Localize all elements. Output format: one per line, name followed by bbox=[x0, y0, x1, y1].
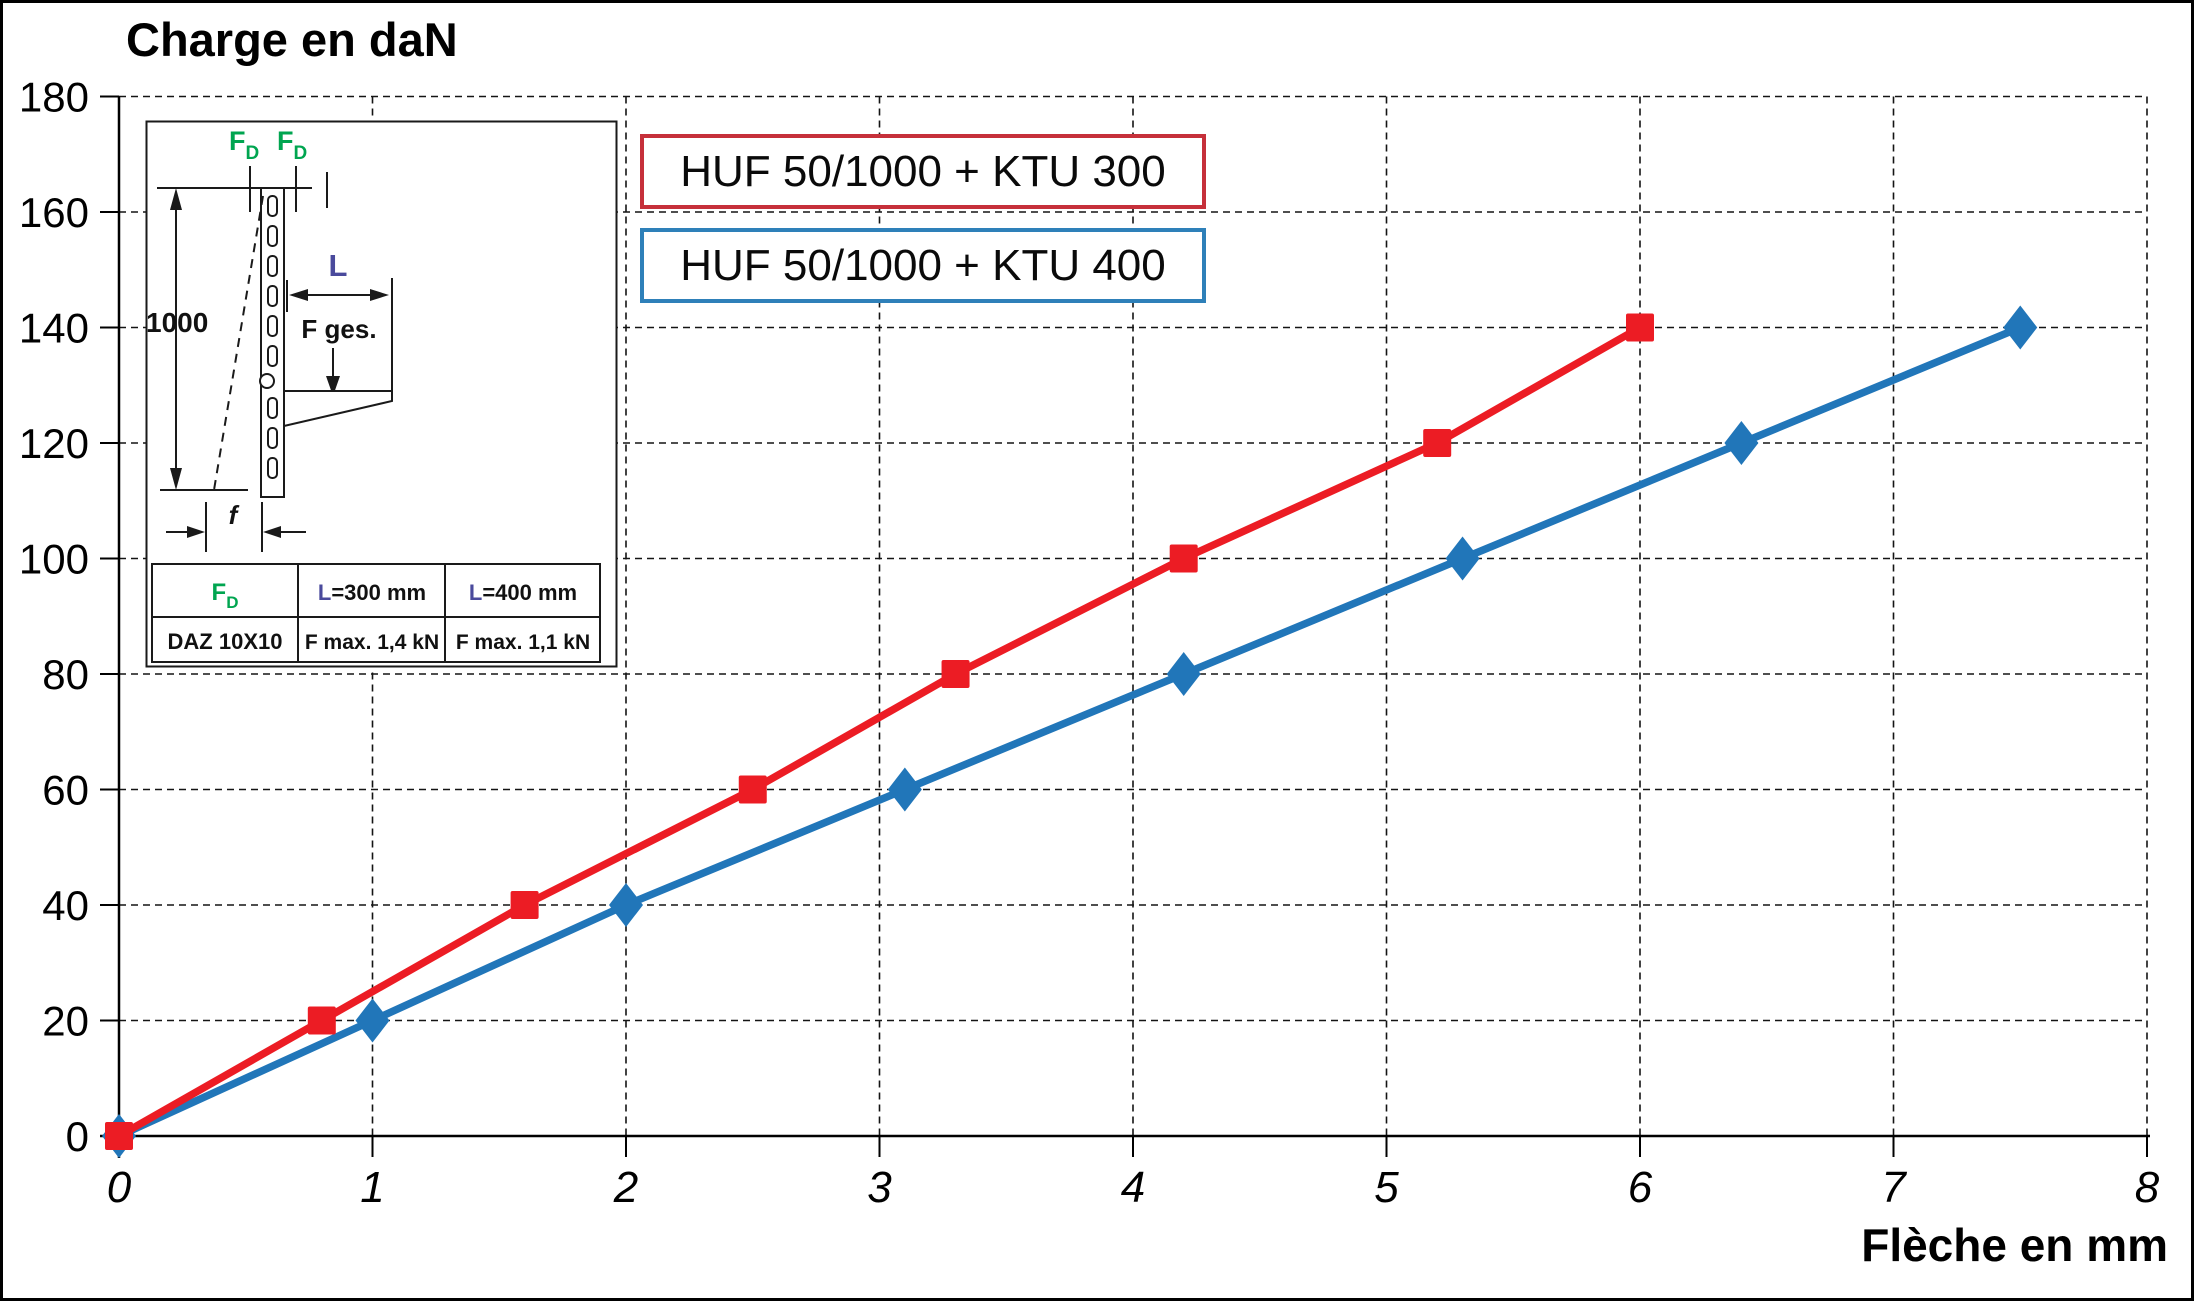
inset-height-dim-label: 1000 bbox=[146, 307, 208, 338]
inset-bracket bbox=[283, 390, 393, 428]
x-tick-label: 8 bbox=[2135, 1163, 2160, 1212]
table-header-l300: L=300 mm bbox=[318, 580, 426, 605]
series-line-1 bbox=[115, 323, 1644, 1140]
table-border bbox=[151, 563, 601, 663]
legend-label-ktu400: HUF 50/1000 + KTU 400 bbox=[680, 240, 1166, 290]
series-marker-square-1 bbox=[510, 891, 539, 919]
legend-label-ktu300: HUF 50/1000 + KTU 300 bbox=[680, 146, 1166, 196]
table-header-fd: FD bbox=[212, 579, 239, 612]
series-marker-diamond-0 bbox=[887, 767, 922, 812]
x-tick-label: 6 bbox=[1628, 1163, 1653, 1212]
series-marker-square-1 bbox=[307, 1006, 336, 1035]
y-tick-label: 100 bbox=[19, 536, 89, 583]
x-tick-label: 4 bbox=[1121, 1163, 1145, 1212]
series-marker-square-1 bbox=[105, 1122, 133, 1150]
series-marker-diamond-0 bbox=[2003, 305, 2038, 350]
inset-arrow-up bbox=[170, 188, 182, 210]
x-tick-label: 7 bbox=[1881, 1163, 1907, 1212]
inset-arrow-left bbox=[263, 526, 281, 538]
inset-post-slots bbox=[267, 195, 278, 479]
inset-fd-label: FD bbox=[229, 126, 259, 164]
x-tick-label: 0 bbox=[107, 1163, 132, 1212]
y-tick-label: 20 bbox=[42, 998, 89, 1045]
inset-fd-label: FD bbox=[277, 126, 307, 164]
legend: HUF 50/1000 + KTU 300 HUF 50/1000 + KTU … bbox=[640, 134, 1206, 303]
series-marker-square-1 bbox=[1626, 313, 1654, 342]
inset-post bbox=[260, 187, 285, 498]
y-tick-label: 160 bbox=[19, 189, 89, 236]
y-tick-label: 140 bbox=[19, 305, 89, 352]
series-marker-diamond-0 bbox=[1166, 652, 1201, 696]
chart-title: Charge en daN bbox=[126, 13, 458, 66]
inset-arrow-down bbox=[326, 376, 340, 396]
inset-pivot-hole bbox=[259, 373, 275, 389]
inset-arrow-right bbox=[187, 526, 205, 538]
inset-diagram: FD FD 1000 L F ges. f bbox=[145, 120, 618, 668]
series-marker-square-1 bbox=[1423, 429, 1452, 457]
table-cell-daz: DAZ 10X10 bbox=[168, 629, 283, 654]
x-tick-label: 1 bbox=[360, 1163, 384, 1212]
inset-arrow-right bbox=[370, 289, 389, 301]
series-marker-square-1 bbox=[941, 660, 970, 688]
table-cell-fmax-300: F max. 1,4 kN bbox=[305, 631, 439, 654]
legend-item-ktu400: HUF 50/1000 + KTU 400 bbox=[640, 228, 1206, 303]
series-marker-square-1 bbox=[1169, 544, 1198, 573]
y-tick-label: 60 bbox=[42, 767, 89, 814]
series-marker-diamond-0 bbox=[1724, 421, 1759, 465]
x-tick-label: 3 bbox=[867, 1163, 892, 1212]
inset-l-label: L bbox=[329, 248, 348, 283]
table-cell-fmax-400: F max. 1,1 kN bbox=[456, 631, 590, 654]
y-tick-label: 80 bbox=[42, 651, 89, 698]
inset-f-label: f bbox=[229, 500, 240, 530]
x-axis-title: Flèche en mm bbox=[1861, 1219, 2168, 1271]
series-line-0 bbox=[115, 323, 2024, 1140]
series-marker-square-1 bbox=[738, 775, 767, 804]
x-tick-label: 5 bbox=[1374, 1163, 1399, 1212]
inset-arrow-down bbox=[170, 468, 182, 490]
series-marker-diamond-0 bbox=[1445, 536, 1480, 581]
y-tick-label: 120 bbox=[19, 420, 89, 467]
legend-item-ktu300: HUF 50/1000 + KTU 300 bbox=[640, 134, 1206, 209]
series-marker-diamond-0 bbox=[355, 998, 390, 1043]
x-tick-label: 2 bbox=[613, 1163, 638, 1212]
inset-arrow-left bbox=[289, 289, 308, 301]
inset-deflection-dashed-line bbox=[213, 195, 264, 491]
y-tick-label: 180 bbox=[19, 74, 89, 121]
y-tick-label: 0 bbox=[66, 1113, 89, 1160]
y-tick-label: 40 bbox=[42, 882, 89, 929]
table-header-l400: L=400 mm bbox=[469, 580, 577, 605]
inset-spec-table: FD L=300 mm L=400 mm DAZ 10X10 F max. 1,… bbox=[151, 563, 601, 663]
series-marker-diamond-0 bbox=[609, 883, 643, 927]
inset-fges-label: F ges. bbox=[301, 314, 376, 344]
